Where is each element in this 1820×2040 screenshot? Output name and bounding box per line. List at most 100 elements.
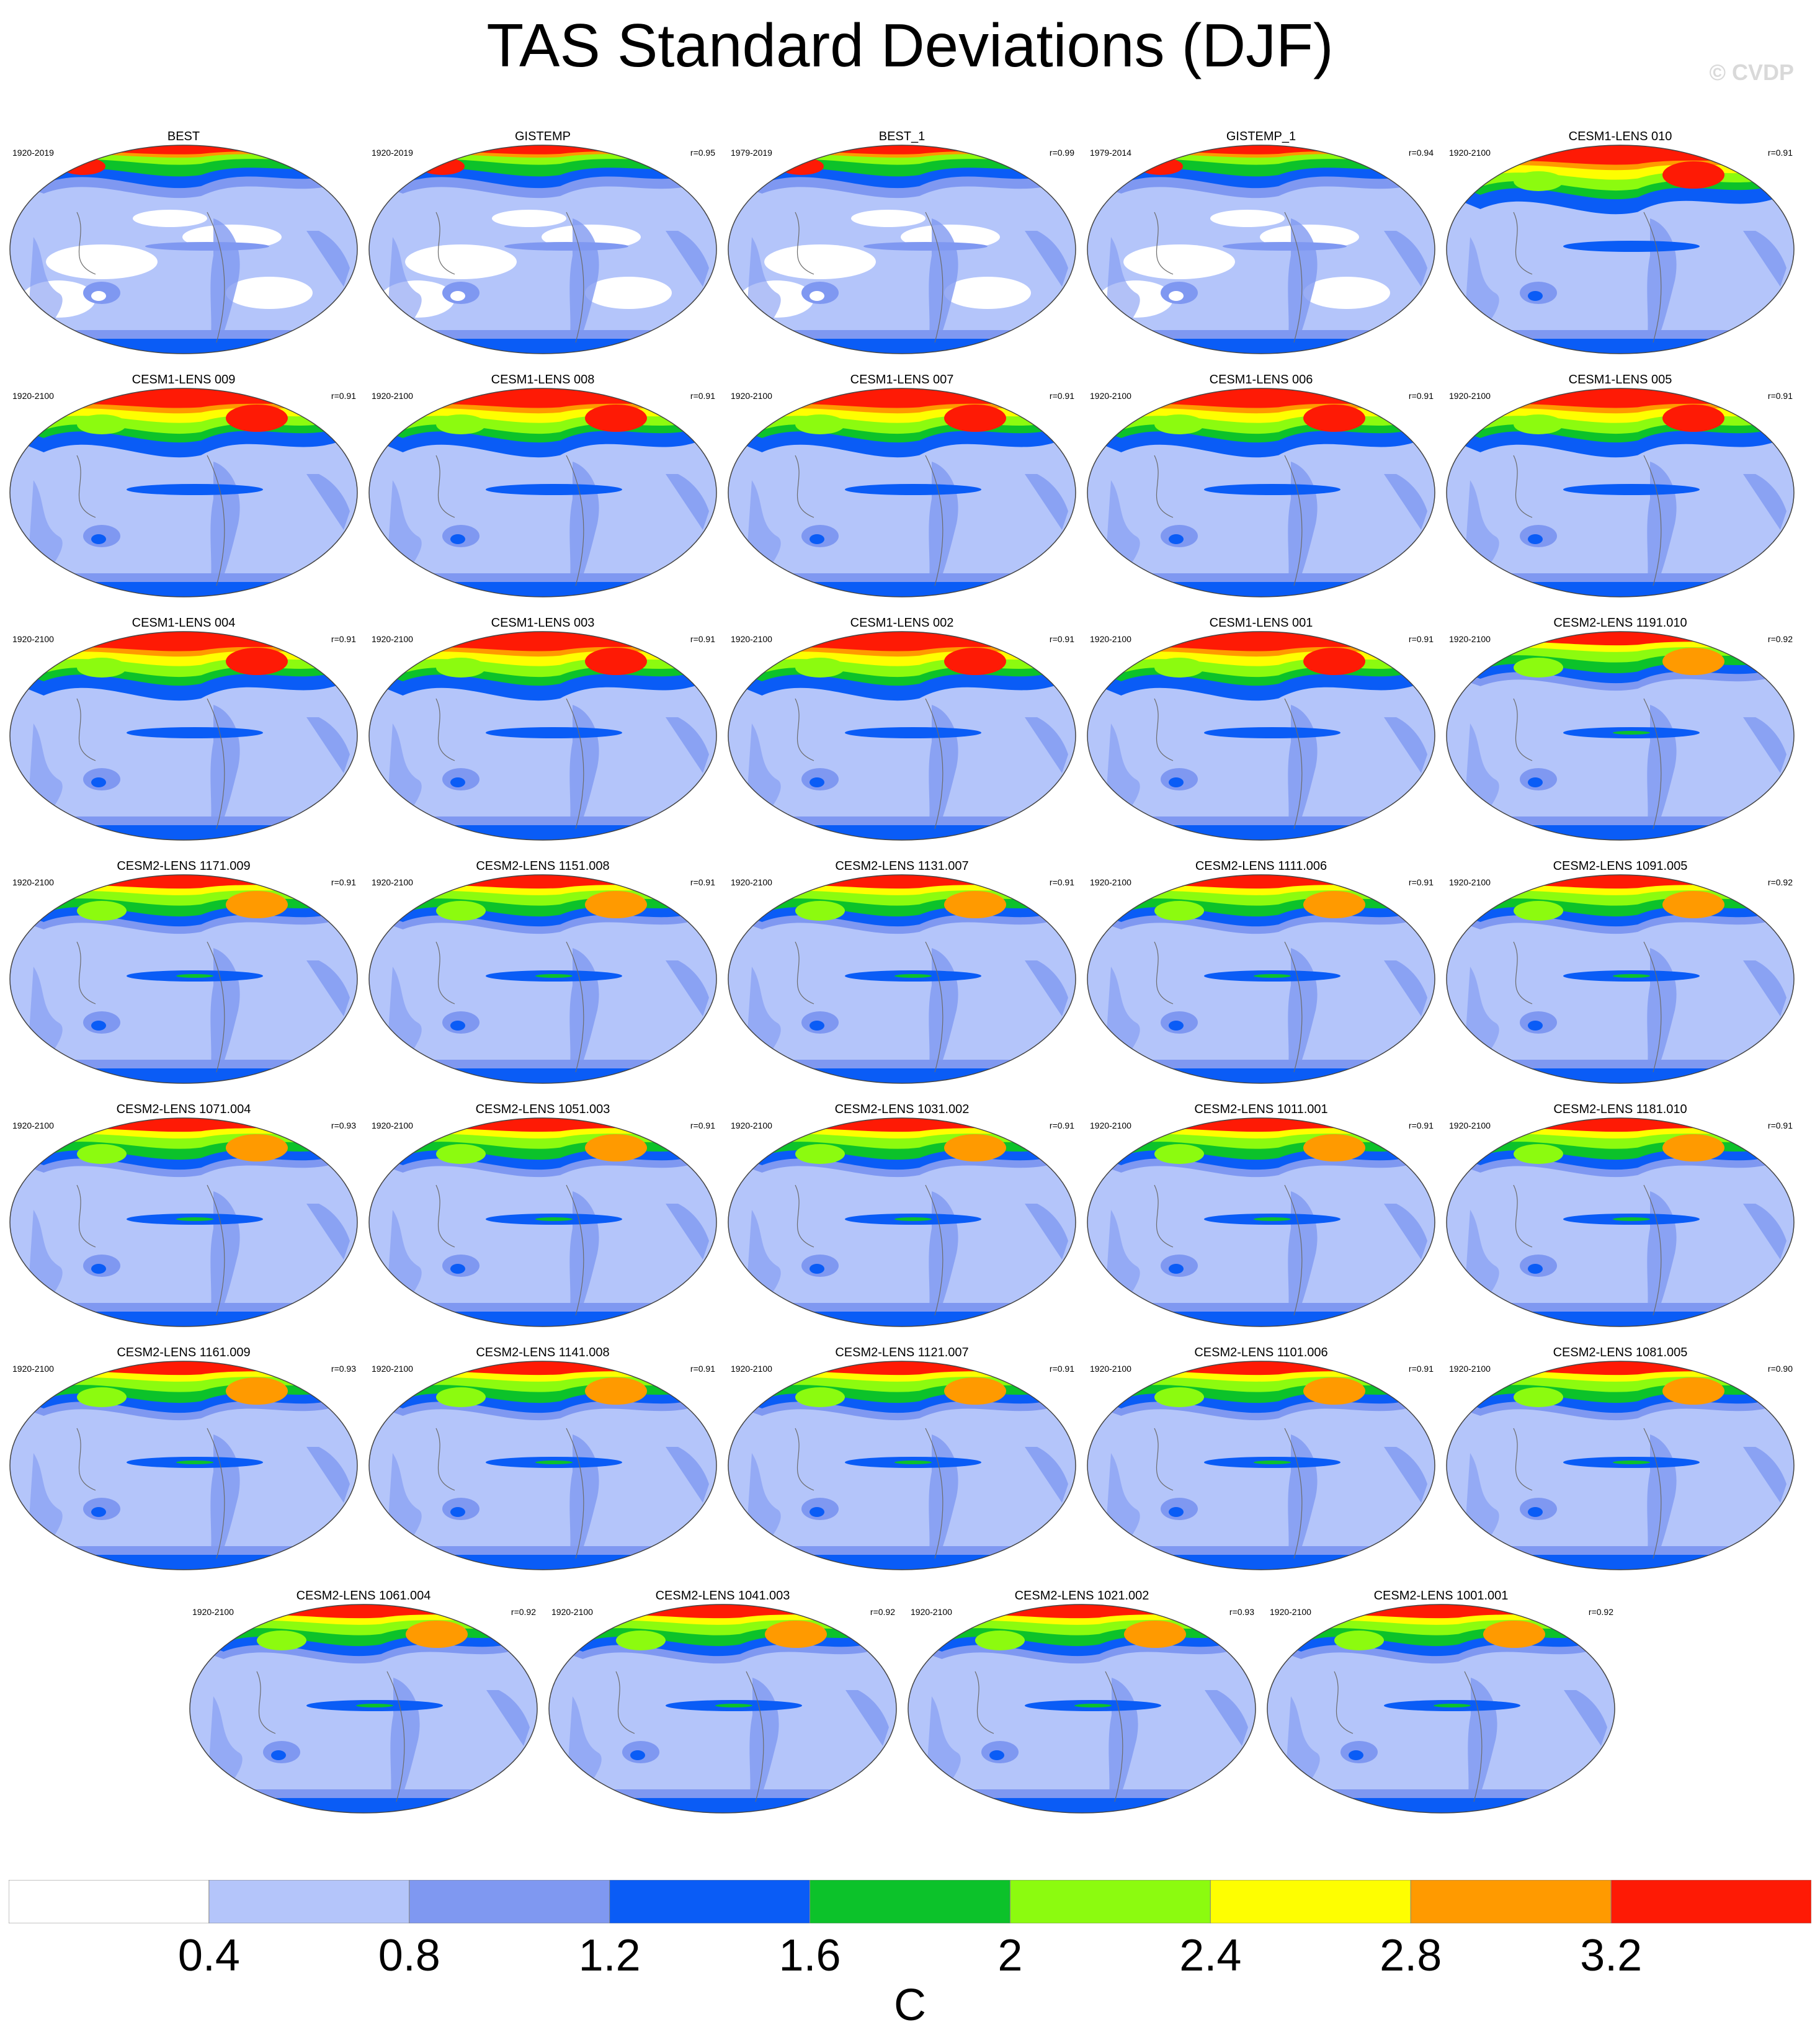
map-plot (9, 631, 358, 841)
panel-period: 1920-2100 (1090, 391, 1131, 401)
panel-title: CESM2-LENS 1081.005 (1553, 1346, 1688, 1359)
map-panel: CESM2-LENS 1041.003 1920-2100 r=0.92 (548, 1587, 898, 1818)
panel-correlation: r=0.93 (331, 1121, 356, 1130)
colorbar-segment (409, 1880, 610, 1923)
panel-correlation: r=0.92 (1767, 634, 1793, 644)
panel-period: 1920-2100 (12, 1121, 54, 1130)
panel-title: CESM1-LENS 007 (850, 373, 954, 387)
panel-correlation: r=0.91 (1049, 1121, 1074, 1130)
colorbar-segment (810, 1880, 1010, 1923)
map-panel: BEST_1 1979-2019 r=0.99 (727, 128, 1077, 359)
panel-title: CESM1-LENS 005 (1568, 373, 1672, 387)
colorbar-units: C (894, 1980, 926, 2030)
panel-period: 1920-2100 (1090, 1121, 1131, 1130)
panel-title: CESM2-LENS 1091.005 (1553, 859, 1688, 873)
panel-title: CESM1-LENS 006 (1209, 373, 1313, 387)
colorbar-tick-label: 2.8 (1380, 1931, 1442, 1980)
map-plot (9, 1117, 358, 1327)
panel-title: CESM2-LENS 1041.003 (655, 1589, 790, 1603)
panel-correlation: r=0.90 (1767, 1364, 1793, 1374)
map-plot (1446, 1361, 1795, 1570)
panel-period: 1920-2019 (372, 148, 413, 158)
map-panel: CESM2-LENS 1001.001 1920-2100 r=0.92 (1266, 1587, 1616, 1818)
panel-title: GISTEMP (514, 130, 571, 143)
panel-correlation: r=0.91 (1408, 877, 1434, 887)
panel-period: 1920-2100 (372, 1364, 413, 1374)
colorbar-tick-label: 1.6 (778, 1931, 841, 1980)
map-panel: CESM1-LENS 005 1920-2100 r=0.91 (1445, 371, 1795, 602)
map-plot (1087, 874, 1435, 1084)
watermark-logo: © CVDP (1709, 60, 1794, 85)
panel-title: BEST_1 (878, 130, 926, 143)
panel-title: CESM2-LENS 1051.003 (475, 1103, 610, 1116)
map-panel: GISTEMP 1920-2019 r=0.95 (368, 128, 718, 359)
colorbar-tick-label: 1.2 (578, 1931, 641, 1980)
panel-correlation: r=0.91 (331, 877, 356, 887)
panel-period: 1920-2100 (372, 877, 413, 887)
panel-period: 1920-2100 (1449, 634, 1491, 644)
map-plot (728, 1361, 1076, 1570)
map-panel: CESM2-LENS 1101.006 1920-2100 r=0.91 (1086, 1344, 1436, 1575)
colorbar-segment (609, 1880, 811, 1923)
panel-correlation: r=0.92 (1767, 877, 1793, 887)
panel-period: 1920-2100 (372, 391, 413, 401)
map-plot (728, 1117, 1076, 1327)
map-plot (368, 388, 717, 597)
panel-period: 1920-2100 (1449, 877, 1491, 887)
map-plot (368, 874, 717, 1084)
map-plot (728, 631, 1076, 841)
map-panel: CESM2-LENS 1031.002 1920-2100 r=0.91 (727, 1101, 1077, 1331)
panel-period: 1920-2100 (12, 391, 54, 401)
panel-period: 1920-2100 (1090, 634, 1131, 644)
panel-period: 1920-2100 (1449, 1121, 1491, 1130)
panel-correlation: r=0.93 (1229, 1607, 1254, 1617)
panel-title: CESM1-LENS 002 (850, 616, 954, 630)
panel-title: CESM2-LENS 1101.006 (1194, 1346, 1328, 1359)
panel-period: 1920-2100 (731, 877, 772, 887)
map-plot (1446, 388, 1795, 597)
map-plot (189, 1604, 538, 1814)
panel-title: CESM1-LENS 008 (491, 373, 595, 387)
panel-title: CESM2-LENS 1071.004 (116, 1103, 251, 1116)
panel-period: 1920-2100 (372, 634, 413, 644)
map-panel: BEST 1920-2019 (9, 128, 359, 359)
colorbar-segment (9, 1880, 210, 1923)
colorbar-segment (1009, 1880, 1211, 1923)
colorbar-segment (1610, 1880, 1811, 1923)
colorbar-segment (1210, 1880, 1411, 1923)
panel-correlation: r=0.91 (690, 1364, 715, 1374)
panel-title: CESM1-LENS 004 (132, 616, 236, 630)
colorbar-segment (208, 1880, 410, 1923)
panel-title: CESM2-LENS 1191.010 (1553, 616, 1687, 630)
map-panel: CESM2-LENS 1061.004 1920-2100 r=0.92 (189, 1587, 538, 1818)
map-plot (368, 631, 717, 841)
panel-period: 1920-2100 (731, 1364, 772, 1374)
panel-period: 1920-2100 (1090, 877, 1131, 887)
panel-correlation: r=0.91 (331, 634, 356, 644)
map-panel: CESM1-LENS 008 1920-2100 r=0.91 (368, 371, 718, 602)
map-plot (1446, 1117, 1795, 1327)
map-plot (1087, 1117, 1435, 1327)
map-plot (9, 388, 358, 597)
map-panel: CESM2-LENS 1131.007 1920-2100 r=0.91 (727, 857, 1077, 1088)
panel-title: CESM2-LENS 1131.007 (835, 859, 969, 873)
panel-correlation: r=0.91 (690, 1121, 715, 1130)
panel-correlation: r=0.92 (511, 1607, 536, 1617)
panel-period: 1920-2100 (1090, 1364, 1131, 1374)
panel-period: 1920-2100 (731, 634, 772, 644)
map-panel: CESM2-LENS 1181.010 1920-2100 r=0.91 (1445, 1101, 1795, 1331)
panel-title: CESM2-LENS 1171.009 (117, 859, 251, 873)
map-plot (1087, 145, 1435, 354)
panel-title: CESM2-LENS 1031.002 (834, 1103, 970, 1116)
panel-title: CESM1-LENS 009 (132, 373, 236, 387)
panel-title: CESM1-LENS 010 (1568, 130, 1672, 143)
map-plot (368, 1361, 717, 1570)
map-panel: CESM1-LENS 003 1920-2100 r=0.91 (368, 614, 718, 845)
panel-title: CESM2-LENS 1121.007 (835, 1346, 969, 1359)
map-panel: CESM1-LENS 007 1920-2100 r=0.91 (727, 371, 1077, 602)
map-panel: CESM2-LENS 1011.001 1920-2100 r=0.91 (1086, 1101, 1436, 1331)
map-panel: CESM1-LENS 002 1920-2100 r=0.91 (727, 614, 1077, 845)
map-panel: CESM1-LENS 001 1920-2100 r=0.91 (1086, 614, 1436, 845)
map-panel: CESM2-LENS 1071.004 1920-2100 r=0.93 (9, 1101, 359, 1331)
panel-period: 1920-2100 (731, 1121, 772, 1130)
